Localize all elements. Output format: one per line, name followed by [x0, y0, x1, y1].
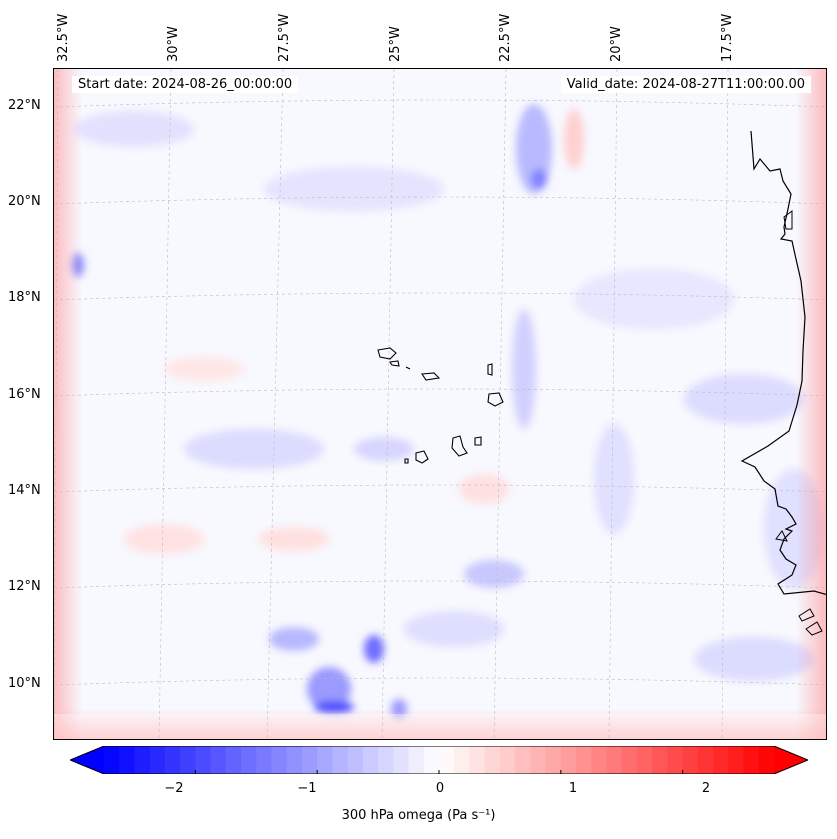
lat-label-18n: 18°N: [8, 290, 41, 305]
lat-label-10n: 10°N: [8, 676, 41, 691]
cape-verde-islands: [377, 347, 504, 464]
colorbar-segment: [256, 746, 273, 774]
colorbar-segment: [758, 746, 775, 774]
left-boundary-strip: [54, 69, 82, 739]
colorbar-extend-max: [774, 746, 808, 774]
colorbar-segment: [119, 746, 136, 774]
colorbar-segment: [241, 746, 257, 774]
colorbar-segment: [636, 746, 653, 774]
bottom-boundary-strip: [54, 709, 826, 739]
lon-label-27-5w: 27.5°W: [277, 13, 292, 62]
lon-label-30w: 30°W: [166, 26, 181, 62]
graticule: [54, 69, 826, 739]
lon-label-25w: 25°W: [388, 26, 403, 62]
colorbar-segment: [499, 746, 516, 774]
colorbar-segment: [362, 746, 379, 774]
colorbar-segment: [545, 746, 562, 774]
colorbar-segment: [697, 746, 714, 774]
colorbar-segment: [667, 746, 684, 774]
colorbar-label: 300 hPa omega (Pa s⁻¹): [341, 808, 496, 823]
colorbar-segment: [713, 746, 729, 774]
omega-patches: [72, 104, 824, 719]
colorbar-segment: [530, 746, 547, 774]
colorbar-svg: [70, 746, 808, 774]
colorbar-segment: [180, 746, 196, 774]
lat-label-12n: 12°N: [8, 579, 41, 594]
colorbar-segment: [728, 746, 745, 774]
colorbar-segment: [560, 746, 577, 774]
colorbar-segment: [439, 746, 455, 774]
lat-label-20n: 20°N: [8, 194, 41, 209]
colorbar-segment: [378, 746, 394, 774]
african-coastline: [740, 130, 826, 596]
right-boundary-strip: [796, 69, 826, 739]
start-date-label: Start date: 2024-08-26_00:00:00: [72, 76, 299, 93]
valid-date-label: Valid_date: 2024-08-27T11:00:00.00: [560, 76, 811, 93]
colorbar-segment: [515, 746, 531, 774]
colorbar-segment: [195, 746, 212, 774]
colorbar: [70, 746, 808, 774]
colorbar-segment: [332, 746, 349, 774]
colorbar-tick-neg2: −2: [164, 781, 184, 796]
colorbar-segment: [164, 746, 181, 774]
colorbar-segment: [606, 746, 623, 774]
lat-label-22n: 22°N: [8, 98, 41, 113]
colorbar-segment: [469, 746, 486, 774]
colorbar-segment: [286, 746, 303, 774]
lat-label-14n: 14°N: [8, 483, 41, 498]
lon-label-32-5w: 32.5°W: [56, 13, 71, 62]
lon-label-20w: 20°W: [609, 26, 624, 62]
map-field: [54, 69, 826, 739]
colorbar-segment: [149, 746, 166, 774]
colorbar-segment: [347, 746, 364, 774]
colorbar-segment: [743, 746, 760, 774]
colorbar-segment: [484, 746, 501, 774]
colorbar-segment: [271, 746, 288, 774]
colorbar-segment: [408, 746, 425, 774]
colorbar-tick-0: 0: [435, 781, 445, 796]
colorbar-segment: [621, 746, 638, 774]
colorbar-segment: [225, 746, 242, 774]
colorbar-segment: [591, 746, 608, 774]
colorbar-segment: [393, 746, 410, 774]
colorbar-segment: [210, 746, 227, 774]
colorbar-segment: [652, 746, 669, 774]
colorbar-segment: [134, 746, 151, 774]
lon-label-22-5w: 22.5°W: [498, 13, 513, 62]
colorbar-segment: [454, 746, 471, 774]
colorbar-tick-2: 2: [701, 781, 711, 796]
colorbar-segment: [104, 746, 120, 774]
lon-label-17-5w: 17.5°W: [720, 13, 735, 62]
colorbar-tick-1: 1: [568, 781, 578, 796]
colorbar-tick-neg1: −1: [297, 781, 317, 796]
lat-label-16n: 16°N: [8, 387, 41, 402]
colorbar-segment: [576, 746, 592, 774]
colorbar-segment: [423, 746, 440, 774]
colorbar-extend-min: [70, 746, 104, 774]
colorbar-segment: [682, 746, 699, 774]
omega-map: [53, 68, 827, 740]
colorbar-segment: [317, 746, 334, 774]
colorbar-segment: [301, 746, 318, 774]
